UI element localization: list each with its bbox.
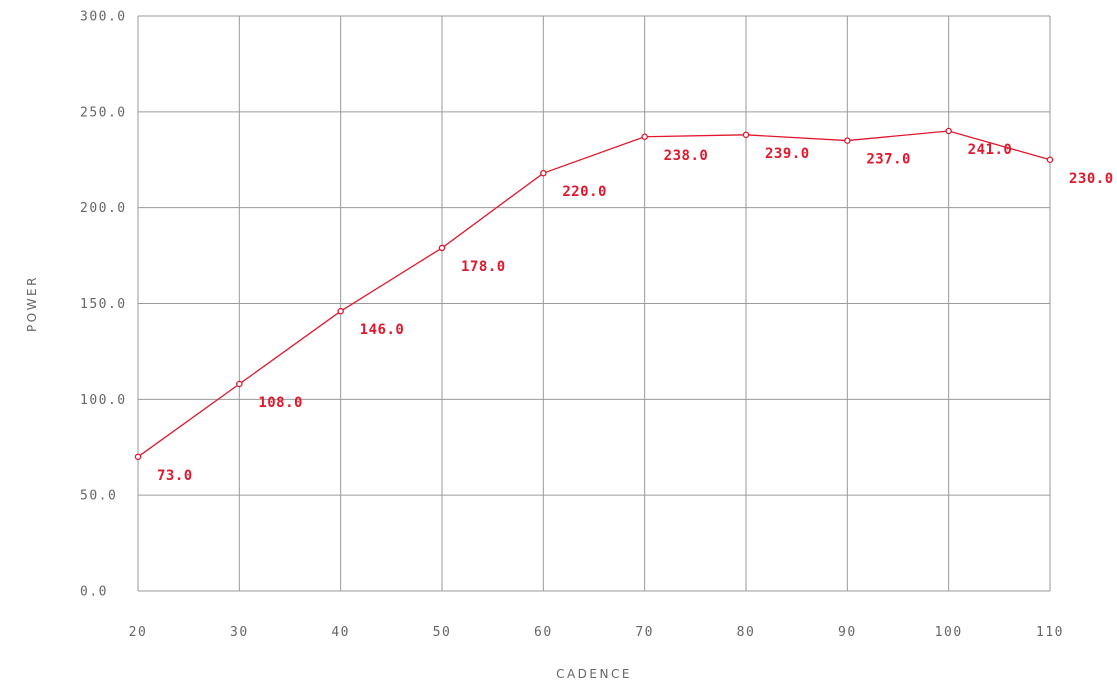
x-tick-label: 80: [737, 625, 756, 640]
y-axis-ticks: 0.0 50.0 100.0 150.0 200.0 250.0 300.0: [80, 10, 127, 600]
data-label: 230.0: [1069, 171, 1114, 187]
data-label: 220.0: [562, 184, 607, 200]
data-point: [844, 137, 851, 144]
x-tick-label: 50: [433, 625, 452, 640]
series-line: [137, 130, 1051, 458]
data-point: [337, 307, 344, 315]
y-tick-label: 150.0: [80, 297, 127, 312]
y-tick-label: 300.0: [80, 10, 127, 25]
data-point: [742, 131, 750, 139]
data-label: 178.0: [461, 259, 506, 275]
y-tick-label: 50.0: [80, 489, 117, 504]
x-axis-title: CADENCE: [556, 667, 632, 681]
y-tick-label: 200.0: [80, 201, 127, 216]
data-point: [438, 244, 446, 252]
data-label: 241.0: [968, 142, 1013, 158]
series: [134, 127, 1054, 461]
data-point: [134, 453, 142, 461]
x-tick-label: 100: [935, 625, 963, 640]
x-tick-label: 60: [534, 625, 553, 640]
x-tick-label: 20: [129, 625, 148, 640]
data-point: [641, 133, 648, 140]
y-axis-title: POWER: [25, 275, 39, 332]
grid: [137, 15, 1051, 592]
x-tick-label: 70: [635, 625, 654, 640]
x-tick-label: 30: [230, 625, 249, 640]
x-axis-ticks: 20 30 40 50 60 70 80 90 100 110: [129, 625, 1064, 640]
y-tick-label: 250.0: [80, 105, 127, 120]
x-tick-label: 90: [838, 625, 857, 640]
data-label: 146.0: [360, 322, 405, 338]
data-label: 73.0: [157, 468, 193, 484]
data-point: [945, 127, 952, 135]
data-label: 238.0: [664, 148, 709, 164]
x-tick-label: 110: [1036, 625, 1064, 640]
x-tick-label: 40: [331, 625, 350, 640]
y-tick-label: 100.0: [80, 393, 127, 408]
data-label: 237.0: [866, 152, 911, 168]
data-label: 108.0: [258, 395, 303, 411]
y-tick-label: 0.0: [80, 585, 108, 600]
data-point: [540, 169, 547, 177]
data-point: [1046, 156, 1054, 163]
data-point: [236, 380, 243, 388]
data-label: 239.0: [765, 146, 810, 162]
data-labels: 73.0 108.0 146.0 178.0 220.0 238.0 239.0 237.0 2…: [157, 142, 1114, 484]
